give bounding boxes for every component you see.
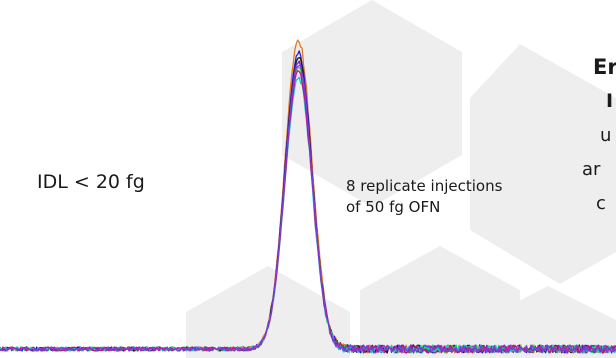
cut-off-text: u bbox=[600, 125, 612, 146]
hexagon-shape bbox=[360, 246, 520, 358]
replicate-trace-1 bbox=[0, 39, 616, 354]
replicate-trace-2 bbox=[0, 50, 616, 354]
replicate-annotation-line1: 8 replicate injections bbox=[346, 177, 503, 195]
cut-off-text: Er bbox=[593, 55, 616, 79]
replicate-annotation: 8 replicate injections of 50 fg OFN bbox=[346, 176, 502, 218]
cut-off-text: I bbox=[606, 90, 614, 112]
cut-off-text: c bbox=[596, 193, 606, 214]
replicate-annotation-line2: of 50 fg OFN bbox=[346, 198, 441, 216]
cut-off-text: ar bbox=[582, 159, 601, 180]
hexagon-shape bbox=[282, 0, 462, 207]
replicate-trace-8 bbox=[0, 64, 616, 354]
hexagon-shape bbox=[186, 266, 350, 358]
idl-annotation: IDL < 20 fg bbox=[37, 171, 145, 193]
hexagon-shape bbox=[470, 44, 616, 284]
replicate-trace-7 bbox=[0, 69, 616, 354]
